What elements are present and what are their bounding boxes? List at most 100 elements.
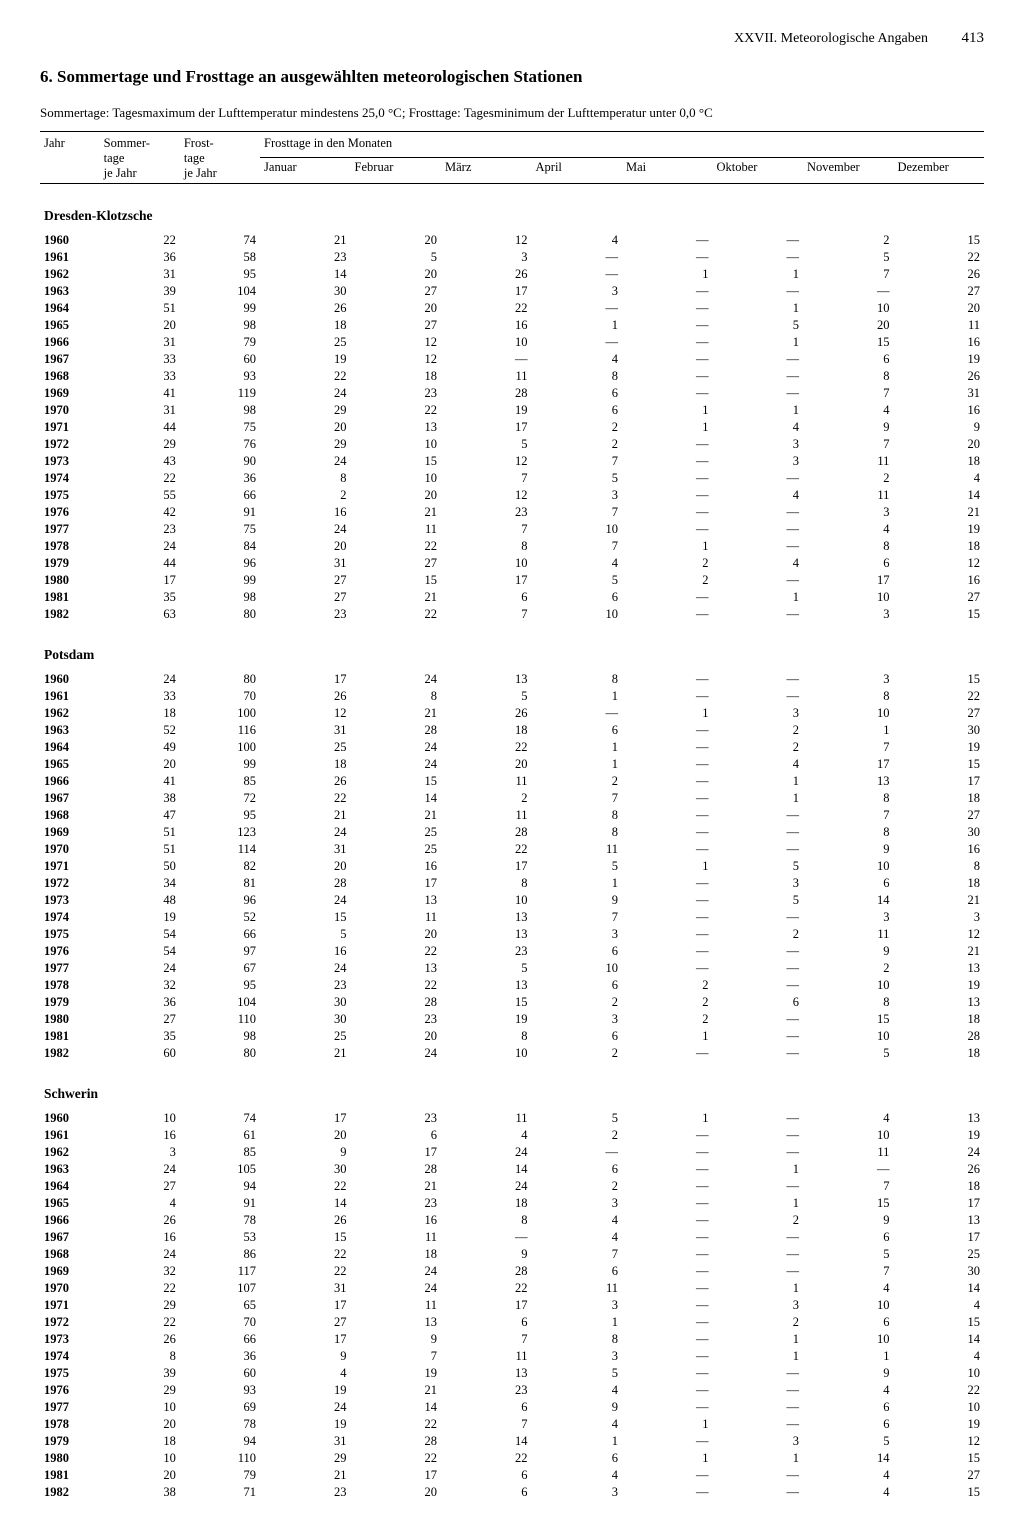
year-cell: 1961 xyxy=(40,688,100,705)
station-name: Dresden-Klotzsche xyxy=(40,184,984,233)
value-cell: 52 xyxy=(100,722,180,739)
value-cell: 1 xyxy=(712,1450,802,1467)
value-cell: 6 xyxy=(441,1484,531,1501)
year-cell: 1964 xyxy=(40,1178,100,1195)
value-cell: 21 xyxy=(351,705,441,722)
year-cell: 1970 xyxy=(40,841,100,858)
value-cell: 2 xyxy=(622,977,712,994)
value-cell: 9 xyxy=(803,841,893,858)
value-cell: 9 xyxy=(803,1365,893,1382)
value-cell: 10 xyxy=(803,858,893,875)
value-cell: — xyxy=(712,960,802,977)
value-cell: — xyxy=(712,385,802,402)
value-cell: 20 xyxy=(260,419,350,436)
value-cell: 24 xyxy=(100,538,180,555)
value-cell: 26 xyxy=(260,300,350,317)
value-cell: 2 xyxy=(622,555,712,572)
table-row: 196641852615112—11317 xyxy=(40,773,984,790)
value-cell: 3 xyxy=(712,1433,802,1450)
value-cell: 123 xyxy=(180,824,260,841)
value-cell: 44 xyxy=(100,555,180,572)
value-cell: 47 xyxy=(100,807,180,824)
value-cell: 17 xyxy=(260,1297,350,1314)
value-cell: 82 xyxy=(180,858,260,875)
value-cell: — xyxy=(622,1365,712,1382)
value-cell: 10 xyxy=(803,300,893,317)
year-cell: 1974 xyxy=(40,909,100,926)
value-cell: 4 xyxy=(441,1127,531,1144)
value-cell: 71 xyxy=(180,1484,260,1501)
value-cell: 1 xyxy=(532,756,622,773)
value-cell: 17 xyxy=(441,283,531,300)
table-row: 19794496312710424612 xyxy=(40,555,984,572)
value-cell: 3 xyxy=(712,453,802,470)
value-cell: 4 xyxy=(532,1467,622,1484)
value-cell: 15 xyxy=(803,1195,893,1212)
year-cell: 1973 xyxy=(40,453,100,470)
value-cell: 1 xyxy=(712,334,802,351)
value-cell: — xyxy=(712,1484,802,1501)
value-cell: 60 xyxy=(180,351,260,368)
year-cell: 1978 xyxy=(40,538,100,555)
value-cell: 5 xyxy=(351,249,441,266)
table-row: 1964491002524221—2719 xyxy=(40,739,984,756)
value-cell: 24 xyxy=(100,1161,180,1178)
value-cell: 31 xyxy=(260,1433,350,1450)
year-cell: 1968 xyxy=(40,1246,100,1263)
value-cell: 27 xyxy=(893,1467,984,1484)
value-cell: 4 xyxy=(803,1467,893,1484)
value-cell: 20 xyxy=(803,317,893,334)
value-cell: 31 xyxy=(260,722,350,739)
table-row: 197918943128141—3512 xyxy=(40,1433,984,1450)
value-cell: 29 xyxy=(260,436,350,453)
value-cell: 33 xyxy=(100,368,180,385)
col-month: April xyxy=(532,158,622,184)
value-cell: — xyxy=(712,807,802,824)
year-cell: 1976 xyxy=(40,943,100,960)
value-cell: 16 xyxy=(893,334,984,351)
value-cell: 19 xyxy=(893,1416,984,1433)
value-cell: 7 xyxy=(803,739,893,756)
value-cell: 6 xyxy=(803,1399,893,1416)
value-cell: — xyxy=(622,232,712,249)
value-cell: 3 xyxy=(893,909,984,926)
value-cell: 1 xyxy=(712,402,802,419)
value-cell: 23 xyxy=(351,1195,441,1212)
value-cell: 1 xyxy=(622,858,712,875)
value-cell: 27 xyxy=(893,807,984,824)
value-cell: 17 xyxy=(260,671,350,688)
value-cell: 12 xyxy=(441,453,531,470)
value-cell: 1 xyxy=(622,705,712,722)
table-row: 19723481281781—3618 xyxy=(40,875,984,892)
value-cell: 3 xyxy=(532,487,622,504)
value-cell: 22 xyxy=(351,1416,441,1433)
table-row: 1961337026851——822 xyxy=(40,688,984,705)
value-cell: 2 xyxy=(712,926,802,943)
year-cell: 1976 xyxy=(40,1382,100,1399)
value-cell: 26 xyxy=(441,705,531,722)
value-cell: 19 xyxy=(893,1127,984,1144)
value-cell: — xyxy=(712,1246,802,1263)
value-cell: 1 xyxy=(712,589,802,606)
value-cell: 13 xyxy=(351,892,441,909)
value-cell: 2 xyxy=(712,1212,802,1229)
value-cell: 2 xyxy=(532,1178,622,1195)
value-cell: 5 xyxy=(532,1365,622,1382)
value-cell: 13 xyxy=(803,773,893,790)
value-cell: 4 xyxy=(893,1297,984,1314)
value-cell: — xyxy=(712,1229,802,1246)
year-cell: 1981 xyxy=(40,1467,100,1484)
table-row: 19722270271361—2615 xyxy=(40,1314,984,1331)
year-cell: 1969 xyxy=(40,1263,100,1280)
table-row: 19771069241469——610 xyxy=(40,1399,984,1416)
year-cell: 1969 xyxy=(40,824,100,841)
value-cell: 38 xyxy=(100,790,180,807)
value-cell: 94 xyxy=(180,1433,260,1450)
value-cell: 78 xyxy=(180,1416,260,1433)
value-cell: 23 xyxy=(441,1382,531,1399)
table-row: 19755466520133—21112 xyxy=(40,926,984,943)
value-cell: 7 xyxy=(532,538,622,555)
value-cell: 22 xyxy=(351,402,441,419)
value-cell: 18 xyxy=(441,1195,531,1212)
value-cell: — xyxy=(622,351,712,368)
